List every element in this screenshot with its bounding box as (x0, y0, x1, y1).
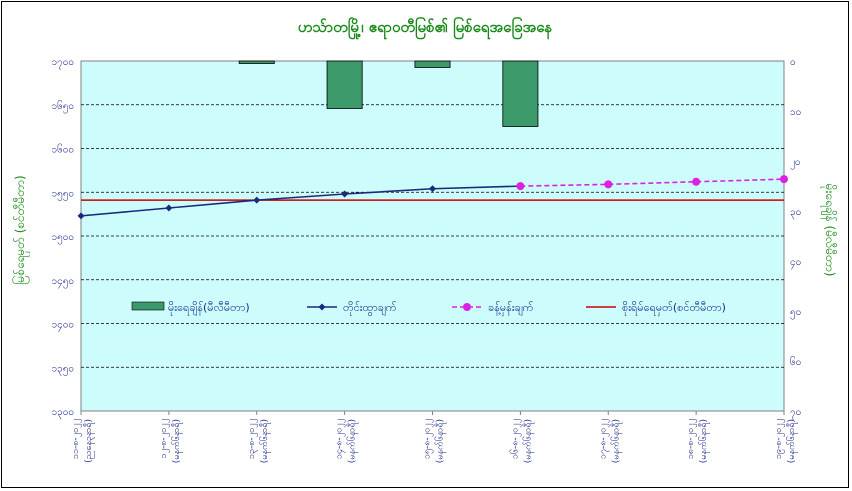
right-tick-label: ၃၀ (790, 207, 801, 220)
rainfall-bar (414, 60, 451, 68)
x-tick-sublabel: (မနက်၆နာရီ) (259, 419, 271, 463)
x-tick-sublabel: (မနက်၆နာရီ) (698, 419, 710, 463)
rainfall-bar (502, 60, 539, 127)
left-tick-label: ၁၃၀၀ (52, 407, 75, 420)
legend-label: ခန့်မှန်းချက် (488, 301, 534, 316)
x-tick-label: ၁၅-၈-၂၀၂၂ (423, 419, 434, 459)
observed-point (165, 204, 173, 212)
forecast-point (692, 177, 701, 186)
right-tick-label: ၇၀ (790, 407, 801, 420)
x-tick-label: ၁၉-၈-၂၀၂၂ (774, 419, 785, 459)
observed-point (341, 190, 349, 198)
rainfall-bar (326, 60, 363, 109)
legend-label: စိုးရိမ်ရေမှတ်(စင်တီမီတာ) (622, 301, 726, 316)
left-axis-ticks: ၁၃၀၀ ၁၃၅၀ ၁၄၀၀ ၁၄၅၀ ၁၅၀၀ ၁၅၅၀ ၁၆၀၀ ၁၆၅၀ ၁၇၀၀ (52, 57, 75, 420)
legend-label: တိုင်းထွာချက် (343, 301, 397, 316)
legend-marker (318, 303, 326, 311)
left-tick-label: ၁၃၅၀ (52, 363, 75, 376)
x-tick-label: ၁၈-၈-၂၀၂၂ (686, 419, 697, 459)
right-tick-label: ၂၀ (790, 157, 801, 170)
right-tick-label: ၀ (790, 57, 796, 68)
rainfall-bar (238, 60, 275, 64)
x-tick-label: ၁၄-၈-၂၀၂၂ (335, 419, 346, 459)
forecast-point (604, 180, 613, 189)
forecast-point (516, 182, 525, 191)
x-tick-label: ၁၆-၈-၂၀၂၂ (509, 419, 521, 459)
legend-marker (463, 303, 471, 311)
left-tick-label: ၁၇၀၀ (52, 57, 75, 70)
observed-point (77, 212, 85, 220)
x-tick-sublabel: (မနက်၆နာရီ) (786, 419, 798, 463)
right-tick-label: ၁၀ (790, 107, 801, 118)
x-tick-sublabel: (မနက်၆နာရီ) (171, 419, 183, 463)
water-level-lines (77, 175, 788, 220)
chart-title: ဟသ်ာတမြို့၊ ဧရာဝတီမြစ်၏ မြစ်ရေအခြေအနေ (298, 16, 553, 40)
x-axis-ticks: ၁၁-၈-၂၀၂၂ (ညနေ၃နာရီ) ၁၂-၈-၂၀၂၂ (မနက်၆နာရီ) ၁… (71, 411, 798, 463)
observed-point (429, 185, 436, 193)
left-tick-label: ၁၄၀၀ (52, 320, 75, 333)
observed-line (80, 185, 521, 217)
right-axis-label: မိုးရေချိန် (မီလီမီတာ) (820, 184, 838, 277)
forecast-line (520, 178, 785, 187)
legend-label: မိုးရေချိန်(မီလီမီတာ) (168, 301, 250, 316)
x-tick-sublabel: (မနက်၆နာရီ) (522, 419, 534, 463)
right-tick-label: ၆၀ (790, 355, 801, 368)
left-tick-label: ၁၄၅၀ (52, 276, 75, 289)
rainfall-bars (238, 60, 539, 127)
x-tick-label: ၁၁-၈-၂၀၂၂ (71, 419, 82, 459)
x-tick-sublabel: (မနက်၆နာရီ) (610, 419, 622, 463)
x-tick-sublabel: (မနက်၆နာရီ) (435, 419, 447, 463)
legend-swatch (131, 301, 165, 311)
observed-point (253, 196, 261, 204)
left-tick-label: ၁၆၅၀ (52, 99, 75, 114)
x-tick-sublabel: (မနက်၆နာရီ) (347, 419, 359, 463)
right-tick-label: ၄၀ (790, 257, 801, 270)
legend: မိုးရေချိန်(မီလီမီတာ) တိုင်းထွာချက် ခန့်မှ… (131, 301, 726, 316)
left-tick-label: ၁၆၀၀ (52, 143, 75, 156)
right-tick-label: ၅၀ (790, 307, 801, 320)
forecast-point (780, 175, 788, 184)
left-tick-label: ၁၅၅၀ (52, 188, 75, 201)
x-tick-label: ၁၃-၈-၂၀၂၂ (247, 419, 258, 459)
x-tick-label: ၁၂-၈-၂၀၂၂ (159, 419, 170, 458)
x-tick-label: ၁၇-၈-၂၀၂၂ (598, 419, 609, 459)
left-tick-label: ၁၅၀၀ (52, 232, 75, 245)
left-axis-label: မြစ်ရေမှတ် (စင်တီမီတာ) (11, 175, 30, 284)
x-tick-sublabel: (ညနေ၃နာရီ) (83, 419, 95, 463)
